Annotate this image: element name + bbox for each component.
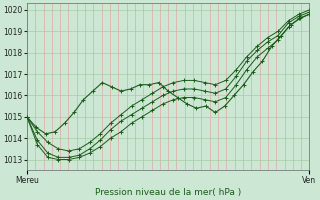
X-axis label: Pression niveau de la mer( hPa ): Pression niveau de la mer( hPa ) bbox=[95, 188, 241, 197]
